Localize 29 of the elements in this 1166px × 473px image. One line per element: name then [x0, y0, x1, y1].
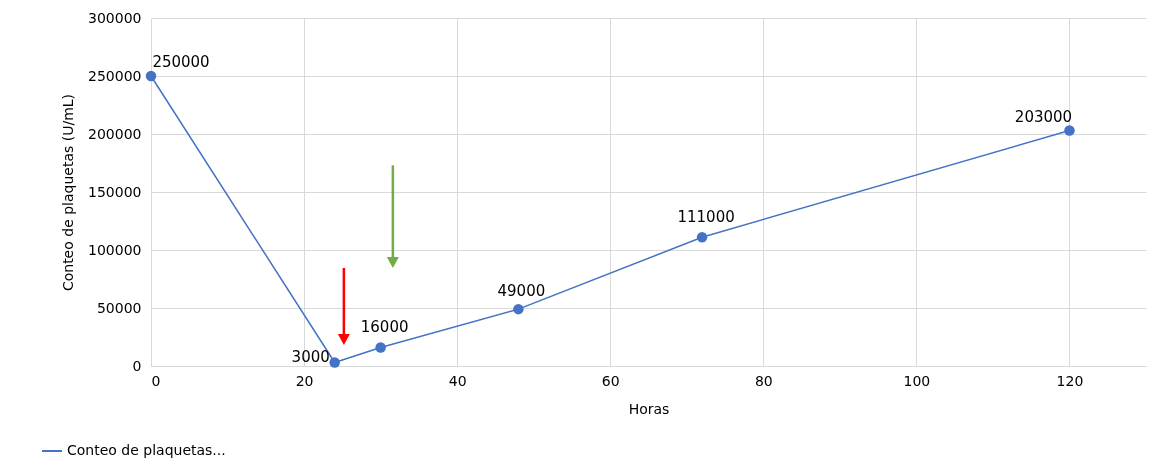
data-label: 3000: [291, 347, 330, 366]
y-tick-label: 250000: [88, 67, 142, 84]
y-tick-label: 0: [132, 357, 142, 374]
x-tick-label: 80: [754, 372, 773, 389]
y-tick-label: 300000: [88, 9, 142, 26]
data-label: 203000: [1014, 107, 1073, 126]
legend-label: Conteo de plaquetas...: [67, 442, 226, 458]
point: [145, 70, 157, 82]
y-tick-label: 100000: [88, 241, 142, 258]
y-axis-title: Conteo de plaquetas (U/mL): [60, 93, 77, 292]
data-label: 49000: [497, 282, 546, 301]
x-tick-label: 20: [295, 372, 314, 389]
x-tick-label: 100: [903, 372, 931, 389]
y-tick-label: 150000: [88, 183, 142, 200]
data-label: 250000: [152, 53, 210, 71]
point: [329, 357, 340, 368]
data-label: 111000: [677, 208, 735, 227]
point: [513, 303, 524, 315]
point: [375, 342, 386, 353]
y-tick-label: 50000: [96, 299, 142, 316]
point: [696, 232, 708, 243]
x-tick-label: 40: [448, 372, 467, 389]
point: [1064, 125, 1075, 136]
x-tick-label: 60: [601, 372, 620, 389]
x-tick-label: 0: [151, 372, 161, 389]
data-label: 16000: [360, 318, 409, 337]
x-axis-title: Horas: [628, 400, 670, 417]
x-tick-label: 120: [1056, 372, 1084, 389]
y-tick-label: 200000: [88, 125, 142, 142]
